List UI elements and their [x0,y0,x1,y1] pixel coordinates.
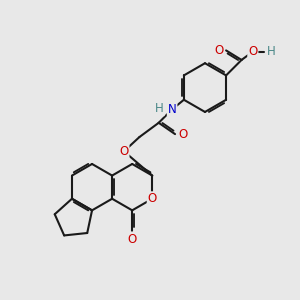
Text: O: O [214,44,224,57]
Text: N: N [168,103,176,116]
Text: O: O [248,45,257,58]
Text: H: H [155,102,164,115]
Text: O: O [119,145,129,158]
Text: O: O [148,192,157,205]
Text: H: H [267,45,276,58]
Text: O: O [178,128,188,141]
Text: O: O [128,232,137,245]
